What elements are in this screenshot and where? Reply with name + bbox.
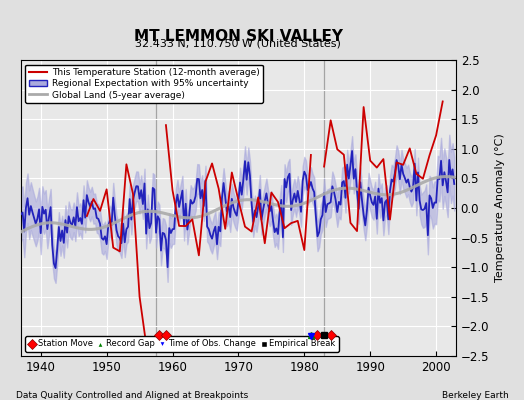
Title: MT LEMMON SKI VALLEY: MT LEMMON SKI VALLEY: [134, 28, 343, 44]
Text: Berkeley Earth: Berkeley Earth: [442, 391, 508, 400]
Y-axis label: Temperature Anomaly (°C): Temperature Anomaly (°C): [495, 134, 505, 282]
Text: 32.433 N, 110.750 W (United States): 32.433 N, 110.750 W (United States): [136, 38, 341, 48]
Text: Data Quality Controlled and Aligned at Breakpoints: Data Quality Controlled and Aligned at B…: [16, 391, 248, 400]
Legend: Station Move, Record Gap, Time of Obs. Change, Empirical Break: Station Move, Record Gap, Time of Obs. C…: [25, 336, 339, 352]
